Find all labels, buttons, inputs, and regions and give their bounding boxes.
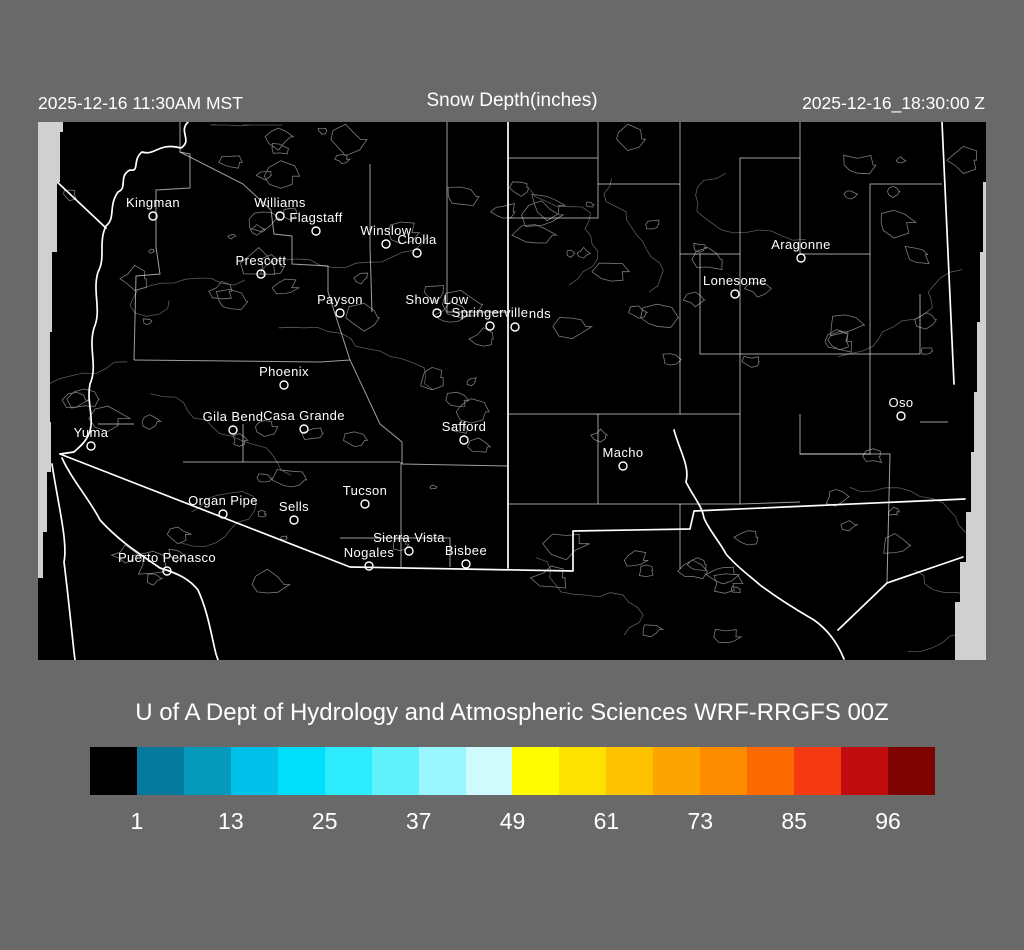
colorbar-cell (794, 747, 841, 795)
colorbar-tick-label: 25 (311, 808, 338, 834)
city-marker (796, 253, 806, 263)
city-label: Nogales (344, 545, 395, 560)
no-data-regions (38, 122, 986, 660)
city-label: Springerville (452, 305, 529, 320)
city-marker (228, 425, 238, 435)
city-marker (218, 509, 228, 519)
colorbar-cell (512, 747, 560, 795)
colorbar-ticks: 1 13 25 37 49 61 73 85 96 (0, 808, 1024, 838)
map-background (38, 122, 986, 660)
colorbar-cell (465, 747, 513, 795)
city-marker (432, 308, 442, 318)
colorbar-cell (371, 747, 419, 795)
colorbar-cell (841, 747, 888, 795)
city-label: Macho (602, 445, 643, 460)
city-label: Phoenix (259, 364, 309, 379)
city-label: Prescott (236, 253, 287, 268)
city-marker (510, 322, 520, 332)
sonora-coastline (61, 457, 219, 660)
city-marker (412, 248, 422, 258)
colorbar-cell (230, 747, 278, 795)
city-marker (148, 211, 158, 221)
valid-time-utc: 2025-12-16_18:30:00 Z (802, 93, 985, 113)
city-label: Casa Grande (263, 408, 345, 423)
map-caption: U of A Dept of Hydrology and Atmospheric… (135, 699, 889, 726)
city-label: Tucson (343, 483, 388, 498)
colorbar-cell (277, 747, 325, 795)
city-marker (618, 461, 628, 471)
snow-depth-map: Kingman Williams Flagstaff Winslow Cholla Pre… (38, 122, 986, 660)
city-marker (311, 226, 321, 236)
city-label: Show Low (405, 292, 468, 307)
city-label: Safford (442, 419, 486, 434)
colorbar-cell (606, 747, 654, 795)
chart-title: Snow Depth(inches) (426, 90, 598, 111)
city-label: Payson (317, 292, 363, 307)
colorbar (90, 747, 935, 795)
city-marker (289, 515, 299, 525)
city-marker (279, 380, 289, 390)
colorbar-cell (418, 747, 466, 795)
city-label: Oso (888, 395, 913, 410)
colorbar-tick-label: 73 (687, 808, 714, 834)
colorbar-tick-label: 1 (130, 808, 144, 834)
colorbar-tick-label: 37 (405, 808, 432, 834)
colorbar-cell (324, 747, 372, 795)
colorbar-tick-label: 49 (499, 808, 526, 834)
city-marker (896, 411, 906, 421)
city-label: Kingman (126, 195, 180, 210)
city-marker (364, 561, 374, 571)
city-marker (459, 435, 469, 445)
colorbar-cell (183, 747, 231, 795)
colorbar-tick-label: 85 (781, 808, 807, 834)
city-label: nds (529, 306, 551, 321)
colorbar-tick-label: 13 (218, 808, 244, 834)
colorbar-tick-label: 96 (875, 808, 901, 834)
city-marker (360, 499, 370, 509)
city-label: Bisbee (445, 543, 487, 558)
city-label: Lonesome (703, 273, 767, 288)
us-mexico-border (59, 453, 966, 572)
city-marker (256, 269, 266, 279)
city-label: Flagstaff (289, 210, 342, 225)
colorado-river-border (59, 122, 189, 455)
city-marker (162, 566, 172, 576)
colorbar-cell (747, 747, 795, 795)
city-marker (461, 559, 471, 569)
valid-time-local: 2025-12-16 11:30AM MST (38, 93, 243, 113)
baja-coastline (51, 463, 76, 660)
city-label: Organ Pipe (188, 493, 258, 508)
city-label: Aragonne (771, 237, 831, 252)
city-marker (275, 211, 285, 221)
colorbar-cell (887, 747, 935, 795)
county-borders (98, 122, 948, 584)
colorbar-cell (90, 747, 137, 795)
state-borders (38, 122, 966, 660)
city-label: Gila Bend (203, 409, 264, 424)
colorbar-tick-label: 61 (593, 808, 620, 834)
city-label: Sells (279, 499, 309, 514)
city-marker (404, 546, 414, 556)
city-marker (485, 321, 495, 331)
city-label: Cholla (397, 232, 437, 247)
city-marker (381, 239, 391, 249)
city-label: Puerto Penasco (118, 550, 216, 565)
rio-grande (673, 429, 845, 660)
city-label: Yuma (74, 425, 109, 440)
city-label: Winslow (360, 223, 411, 238)
colorbar-cell (559, 747, 607, 795)
colorbar-cell (700, 747, 748, 795)
city-marker (299, 424, 309, 434)
colorbar-cell (136, 747, 184, 795)
colorbar-cell (653, 747, 701, 795)
nm-tx-border (837, 122, 964, 631)
city-marker (730, 289, 740, 299)
city-marker (86, 441, 96, 451)
city-label: Sierra Vista (373, 530, 445, 545)
city-marker (335, 308, 345, 318)
city-label: Williams (254, 195, 306, 210)
